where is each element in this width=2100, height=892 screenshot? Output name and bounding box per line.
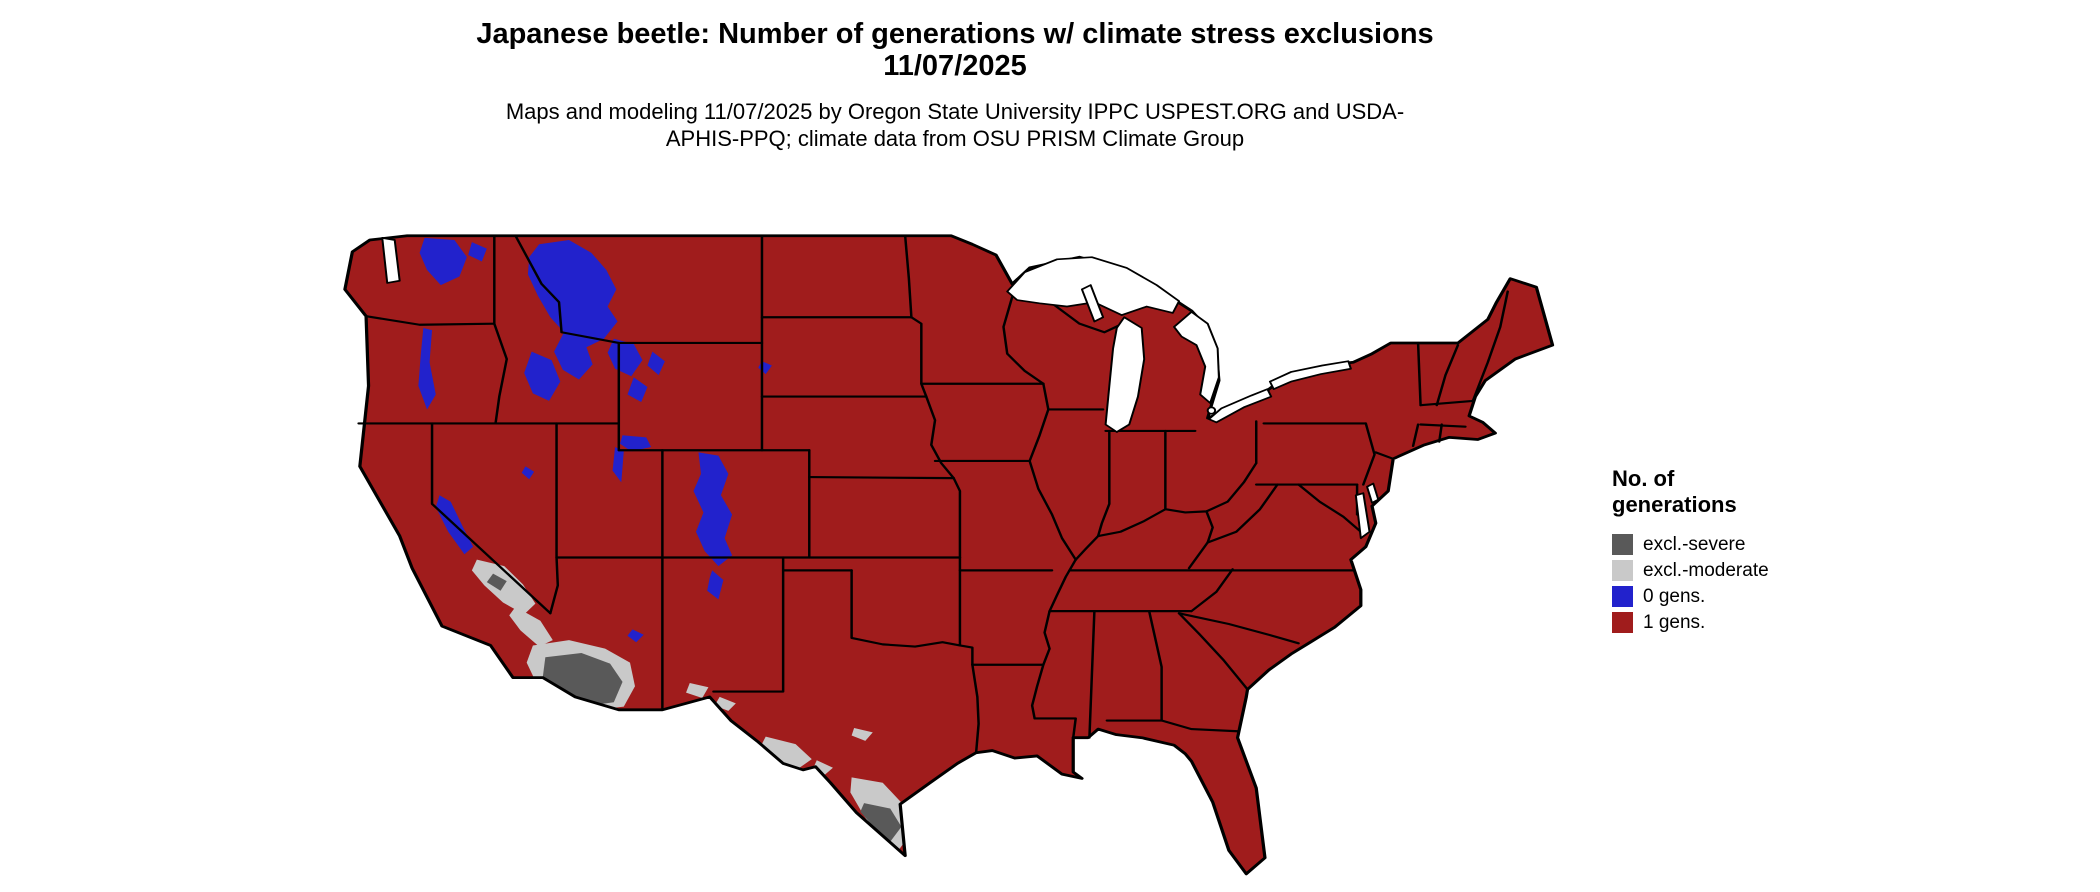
legend-item: excl.-moderate — [1612, 558, 1852, 584]
map-subtitle: Maps and modeling 11/07/2025 by Oregon S… — [505, 98, 1405, 151]
state-borders — [357, 234, 1509, 754]
legend: No. of generations excl.-severe excl.-mo… — [1612, 466, 1852, 636]
puget-sound — [381, 237, 401, 284]
us-map-svg — [343, 234, 1555, 876]
delaware-bay — [1366, 482, 1380, 504]
legend-swatch-excl-moderate — [1612, 560, 1633, 582]
legend-label: 0 gens. — [1643, 585, 1706, 607]
conus-fill-1-gen — [344, 235, 1553, 874]
lake-huron — [1173, 311, 1220, 404]
lake-superior — [1006, 256, 1181, 316]
lake-ontario — [1268, 360, 1352, 390]
lake-erie — [1207, 388, 1273, 424]
legend-item: 1 gens. — [1612, 610, 1852, 636]
legend-label: 1 gens. — [1643, 611, 1706, 633]
legend-swatch-excl-severe — [1612, 534, 1633, 556]
water-bodies — [381, 237, 1380, 540]
legend-item: excl.-severe — [1612, 532, 1852, 558]
lake-michigan — [1104, 316, 1146, 433]
us-map — [320, 225, 1565, 890]
map-title: Japanese beetle: Number of generations w… — [476, 18, 1434, 83]
lake-st-clair — [1206, 406, 1217, 415]
legend-label: excl.-moderate — [1643, 559, 1769, 581]
zero-generations-regions — [418, 237, 772, 643]
legend-item: 0 gens. — [1612, 584, 1852, 610]
green-bay — [1080, 284, 1105, 323]
legend-label: excl.-severe — [1643, 533, 1746, 555]
header: Japanese beetle: Number of generations w… — [405, 18, 1505, 153]
legend-swatch-0-gens — [1612, 586, 1633, 608]
legend-swatch-1-gens — [1612, 612, 1633, 634]
legend-title: No. of generations — [1612, 466, 1737, 517]
chesapeake-bay — [1354, 492, 1371, 540]
